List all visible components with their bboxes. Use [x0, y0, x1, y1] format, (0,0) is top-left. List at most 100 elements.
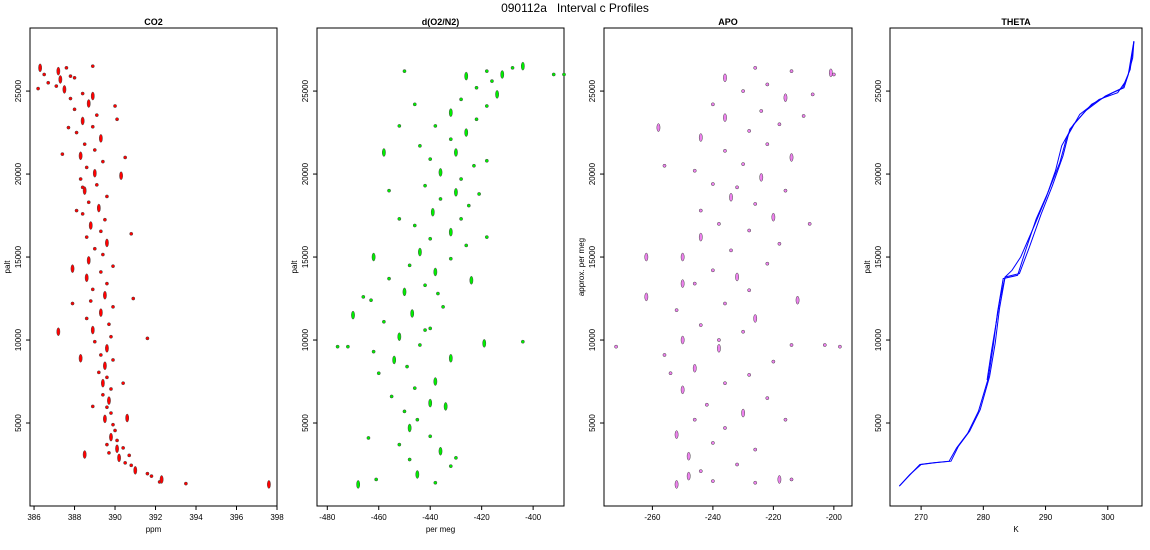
- data-point: [111, 422, 115, 427]
- data-point: [459, 177, 463, 181]
- data-point: [111, 304, 115, 309]
- data-point: [402, 409, 407, 414]
- data-point: [92, 168, 97, 178]
- data-point: [674, 308, 679, 313]
- data-point: [735, 272, 739, 282]
- data-point: [454, 188, 458, 197]
- data-point: [723, 73, 727, 83]
- x-tick-label: 396: [230, 513, 244, 522]
- data-point: [46, 80, 51, 85]
- data-point: [729, 248, 733, 253]
- y-axis-label: palt: [290, 260, 299, 274]
- data-point: [662, 163, 667, 168]
- data-point: [382, 148, 386, 157]
- data-point: [74, 208, 79, 213]
- data-point: [484, 104, 489, 108]
- data-point: [382, 319, 386, 324]
- plot-frame: [316, 27, 565, 507]
- data-point: [741, 408, 745, 418]
- data-point: [88, 299, 93, 303]
- data-point: [474, 117, 479, 122]
- data-point: [551, 72, 556, 77]
- data-point: [469, 276, 474, 285]
- data-point: [107, 322, 111, 327]
- x-tick-label: -260: [644, 513, 661, 522]
- data-point: [433, 377, 438, 386]
- data-point: [723, 113, 727, 122]
- data-point: [415, 417, 420, 422]
- x-axis-label: ppm: [146, 525, 162, 534]
- data-point: [698, 469, 703, 473]
- data-point: [698, 208, 703, 213]
- data-point: [423, 283, 427, 288]
- data-point: [472, 163, 476, 168]
- data-point: [335, 344, 340, 349]
- data-point: [105, 194, 109, 199]
- theta-profile-line: [986, 41, 1135, 380]
- data-point: [438, 197, 443, 201]
- data-point: [428, 434, 433, 439]
- data-point: [477, 192, 481, 196]
- data-point: [90, 64, 95, 69]
- data-point: [62, 85, 67, 94]
- data-point: [711, 441, 715, 445]
- data-point: [428, 398, 433, 408]
- data-point: [78, 151, 83, 161]
- data-point: [723, 381, 727, 386]
- data-point: [115, 444, 119, 453]
- data-point: [464, 71, 469, 81]
- data-point: [459, 97, 463, 102]
- data-point: [765, 261, 770, 266]
- data-point: [80, 91, 85, 96]
- data-point: [99, 353, 103, 357]
- data-point: [99, 229, 103, 234]
- data-point: [771, 212, 776, 222]
- data-point: [698, 323, 703, 327]
- data-point: [747, 373, 752, 377]
- data-point: [753, 202, 758, 206]
- data-point: [66, 125, 71, 130]
- data-point: [105, 344, 109, 353]
- data-point: [402, 69, 407, 74]
- data-point: [121, 381, 125, 386]
- y-tick-label: 10000: [588, 328, 597, 351]
- data-point: [464, 243, 469, 248]
- data-point: [366, 436, 371, 440]
- data-point: [376, 371, 381, 376]
- data-point: [70, 264, 75, 273]
- data-point: [84, 316, 89, 321]
- data-point: [397, 442, 402, 447]
- data-point: [101, 252, 105, 257]
- data-point: [72, 107, 77, 112]
- data-point: [723, 426, 727, 430]
- data-point: [86, 256, 91, 265]
- y-tick-label: 25000: [874, 79, 883, 102]
- data-point: [644, 252, 649, 262]
- data-point: [433, 124, 438, 128]
- data-point: [753, 65, 758, 70]
- data-point: [777, 241, 782, 246]
- data-point: [783, 417, 788, 422]
- data-point: [58, 75, 63, 84]
- data-point: [454, 456, 458, 460]
- data-point: [90, 287, 95, 292]
- data-point: [70, 301, 75, 306]
- data-point: [801, 114, 806, 118]
- data-point: [107, 396, 111, 405]
- data-point: [78, 354, 83, 363]
- data-point: [54, 84, 59, 88]
- data-point: [72, 75, 77, 80]
- data-point: [115, 117, 119, 122]
- data-point: [454, 148, 458, 157]
- data-point: [441, 304, 445, 309]
- data-point: [111, 264, 115, 269]
- x-tick-label: -440: [422, 513, 439, 522]
- y-tick-label: 10000: [14, 328, 23, 351]
- data-point: [92, 339, 97, 344]
- x-tick-label: -480: [319, 513, 336, 522]
- data-point: [777, 475, 782, 484]
- x-tick-label: -400: [525, 513, 542, 522]
- data-point: [443, 402, 448, 411]
- data-point: [115, 438, 119, 443]
- data-point: [68, 96, 73, 101]
